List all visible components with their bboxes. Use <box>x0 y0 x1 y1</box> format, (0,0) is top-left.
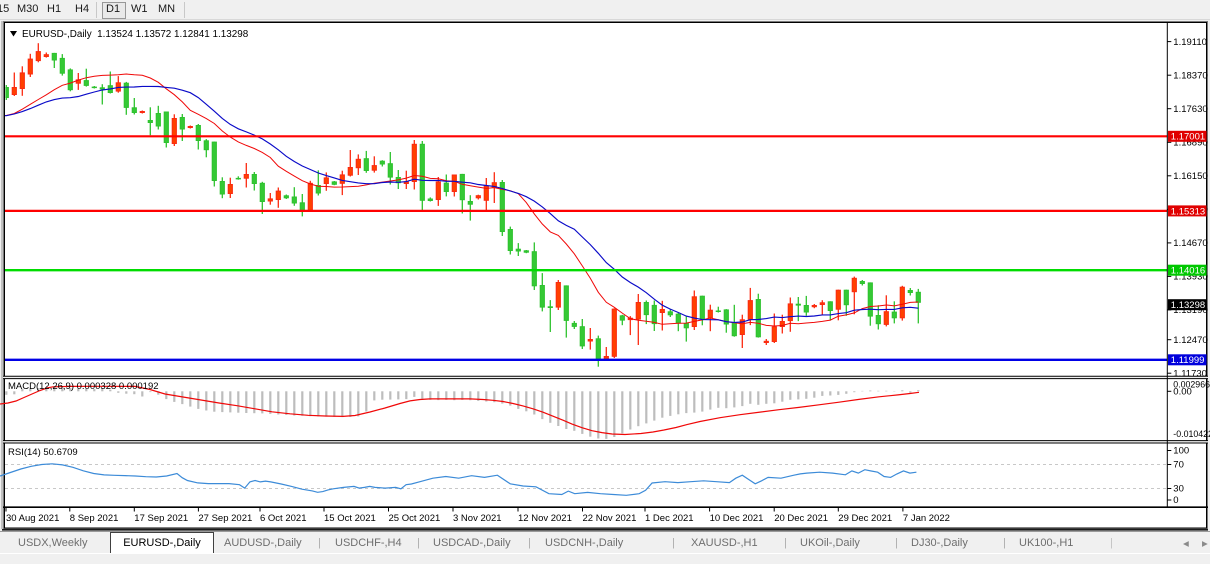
svg-text:1.12470: 1.12470 <box>1173 335 1207 346</box>
svg-text:1.13930: 1.13930 <box>1173 272 1207 283</box>
svg-text:100: 100 <box>1173 446 1189 457</box>
svg-text:1.11730: 1.11730 <box>1173 368 1207 379</box>
svg-text:8 Sep 2021: 8 Sep 2021 <box>70 513 119 524</box>
svg-text:1.16890: 1.16890 <box>1173 138 1207 149</box>
svg-text:12 Nov 2021: 12 Nov 2021 <box>518 513 572 524</box>
svg-text:RSI(14) 50.6709: RSI(14) 50.6709 <box>8 447 78 458</box>
svg-text:15 Oct 2021: 15 Oct 2021 <box>324 513 376 524</box>
svg-text:3 Nov 2021: 3 Nov 2021 <box>453 513 502 524</box>
svg-text:1.18370: 1.18370 <box>1173 70 1207 81</box>
svg-text:25 Oct 2021: 25 Oct 2021 <box>389 513 441 524</box>
svg-text:30 Aug 2021: 30 Aug 2021 <box>6 513 59 524</box>
svg-text:1.13298: 1.13298 <box>1171 300 1205 311</box>
svg-text:10 Dec 2021: 10 Dec 2021 <box>710 513 764 524</box>
svg-text:1.15313: 1.15313 <box>1171 206 1205 217</box>
svg-text:30: 30 <box>1173 484 1184 495</box>
svg-text:0.002966: 0.002966 <box>1173 380 1210 390</box>
svg-text:1 Dec 2021: 1 Dec 2021 <box>645 513 694 524</box>
svg-text:1.14016: 1.14016 <box>1171 266 1205 277</box>
svg-text:0.00: 0.00 <box>1173 386 1192 397</box>
svg-text:1.17001: 1.17001 <box>1171 132 1205 143</box>
svg-text:0: 0 <box>1173 495 1178 506</box>
svg-text:1.14670: 1.14670 <box>1173 238 1207 249</box>
svg-text:MACD(12,26,9) 0.000328 0.00019: MACD(12,26,9) 0.000328 0.000192 <box>8 381 159 392</box>
svg-text:1.19110: 1.19110 <box>1173 37 1207 48</box>
svg-text:1.11999: 1.11999 <box>1171 355 1205 366</box>
svg-text:1.13190: 1.13190 <box>1173 305 1207 316</box>
svg-text:-0.010422: -0.010422 <box>1173 429 1210 439</box>
svg-text:EURUSD-,Daily 1.13524 1.13572: EURUSD-,Daily 1.13524 1.13572 1.12841 1.… <box>22 29 249 40</box>
svg-text:27 Sep 2021: 27 Sep 2021 <box>198 513 252 524</box>
svg-text:6 Oct 2021: 6 Oct 2021 <box>260 513 306 524</box>
svg-text:17 Sep 2021: 17 Sep 2021 <box>134 513 188 524</box>
svg-text:1.16150: 1.16150 <box>1173 171 1207 182</box>
svg-text:1.17630: 1.17630 <box>1173 104 1207 115</box>
svg-text:20 Dec 2021: 20 Dec 2021 <box>774 513 828 524</box>
svg-text:7 Jan 2022: 7 Jan 2022 <box>903 513 950 524</box>
svg-text:70: 70 <box>1173 460 1184 471</box>
svg-text:29 Dec 2021: 29 Dec 2021 <box>838 513 892 524</box>
svg-text:22 Nov 2021: 22 Nov 2021 <box>583 513 637 524</box>
